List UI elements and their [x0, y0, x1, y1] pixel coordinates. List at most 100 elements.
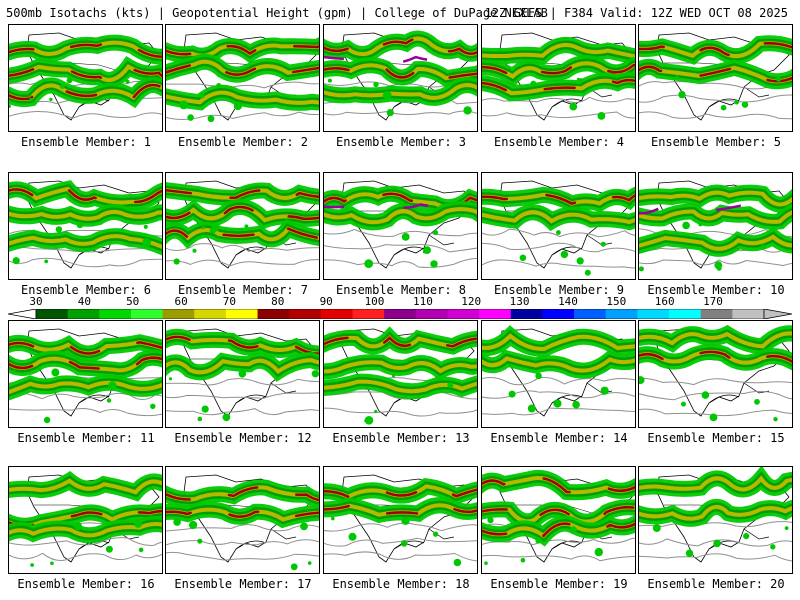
- isotach-cell: [487, 517, 494, 524]
- height-contour: [9, 552, 162, 562]
- scale-swatch: [67, 309, 100, 319]
- isotach-cell: [754, 398, 760, 405]
- scale-tick-label: 60: [174, 295, 188, 308]
- jet-band-core: [639, 209, 792, 224]
- isotach-cell: [572, 400, 580, 409]
- height-contour: [324, 110, 477, 116]
- ensemble-member-label: Ensemble Member: 9: [493, 283, 625, 297]
- isotach-cell: [652, 524, 661, 532]
- scale-tick-label: 110: [412, 295, 433, 308]
- scale-swatch: [479, 309, 512, 319]
- isotach-cell: [701, 391, 710, 399]
- isotach-cell: [401, 516, 410, 525]
- ensemble-member-label: Ensemble Member: 16: [17, 577, 155, 591]
- height-contour: [9, 408, 162, 417]
- isotach-cell: [59, 84, 65, 89]
- height-contour: [166, 243, 319, 252]
- height-contour: [482, 407, 635, 416]
- height-contour: [482, 554, 635, 562]
- jet-band-max: [166, 44, 319, 57]
- ensemble-member-label: Ensemble Member: 2: [177, 135, 309, 149]
- isotach-cell: [743, 533, 750, 540]
- ensemble-member-label: Ensemble Member: 18: [332, 577, 470, 591]
- height-contour: [9, 537, 162, 547]
- isotach-cell: [49, 97, 53, 102]
- jet-band-max: [639, 65, 792, 83]
- isotach-cell: [520, 557, 526, 563]
- height-contour: [166, 111, 319, 121]
- isotach-cell: [138, 547, 144, 553]
- jet-band-max: [166, 205, 319, 222]
- jet-band-core: [166, 358, 319, 375]
- height-contour: [166, 81, 319, 89]
- isotach-cell: [233, 101, 243, 111]
- isotach-cell: [678, 90, 686, 99]
- isotach-cell: [43, 416, 51, 424]
- isotach-cell: [391, 374, 396, 378]
- isotach-cell: [364, 259, 374, 268]
- jet-band-extreme: [324, 202, 477, 209]
- isotach-cell: [106, 398, 112, 403]
- isotach-cell: [382, 90, 392, 100]
- isotach-cell: [401, 233, 410, 241]
- height-contour: [482, 376, 635, 386]
- isotach-cell: [307, 561, 312, 565]
- ensemble-member-label: Ensemble Member: 3: [335, 135, 467, 149]
- ensemble-member-label: Ensemble Member: 12: [174, 431, 312, 445]
- height-contour: [639, 259, 792, 267]
- isotach-cell: [187, 114, 194, 121]
- isotach-cell: [55, 226, 63, 233]
- isotach-cell: [556, 230, 561, 235]
- isotach-cell: [594, 547, 603, 557]
- coastline-outline: [183, 328, 317, 417]
- isotach-cell: [530, 80, 537, 87]
- ensemble-member-label: Ensemble Member: 11: [17, 431, 155, 445]
- ensemble-member-label: Ensemble Member: 15: [647, 431, 785, 445]
- isotach-cell: [364, 418, 369, 423]
- isotach-cell: [197, 416, 203, 422]
- jet-band-core: [639, 234, 792, 251]
- height-contour: [9, 111, 162, 119]
- height-contour: [324, 257, 477, 268]
- isotach-cell: [430, 260, 438, 268]
- isotach-cell: [576, 257, 584, 265]
- scale-tick-label: 170: [703, 295, 723, 308]
- jet-band-core: [482, 333, 635, 351]
- ensemble-member-label: Ensemble Member: 10: [647, 283, 785, 297]
- height-contour: [166, 539, 319, 546]
- jet-band-max: [166, 486, 319, 502]
- ensemble-map-4: [481, 24, 636, 132]
- jet-band-max: [482, 79, 635, 95]
- isotach-cell: [374, 409, 378, 414]
- scale-tick-label: 70: [222, 295, 237, 308]
- jet-band-core: [166, 90, 319, 105]
- height-contour: [639, 111, 792, 120]
- isotach-cell: [447, 382, 454, 389]
- coastline-outline: [656, 32, 790, 121]
- isotach-cell: [201, 405, 209, 413]
- scale-swatch: [510, 309, 543, 319]
- isotach-cell: [773, 417, 778, 422]
- scale-tick-label: 160: [654, 295, 675, 308]
- ensemble-member-label: Ensemble Member: 1: [20, 135, 152, 149]
- jet-band-max: [482, 193, 635, 205]
- jet-band-max: [482, 506, 635, 523]
- ensemble-member-label: Ensemble Member: 5: [650, 135, 782, 149]
- jet-band-core: [166, 226, 319, 242]
- isotach-cell: [142, 238, 152, 247]
- height-contour: [482, 537, 635, 546]
- jet-band-core: [482, 43, 635, 59]
- jet-band-core: [639, 504, 792, 521]
- jet-band-max: [166, 60, 319, 76]
- scale-swatch: [384, 309, 417, 319]
- isotach-cell: [202, 225, 206, 230]
- isotach-cell: [639, 376, 645, 385]
- jet-band-max: [166, 508, 319, 521]
- ensemble-member-label: Ensemble Member: 17: [174, 577, 312, 591]
- isotach-cell: [125, 79, 130, 84]
- ensemble-map-18: [323, 466, 478, 574]
- jet-band-max: [9, 41, 162, 58]
- jet-band-max: [9, 356, 162, 372]
- isotach-cell: [66, 77, 73, 84]
- isotach-cell: [143, 224, 148, 229]
